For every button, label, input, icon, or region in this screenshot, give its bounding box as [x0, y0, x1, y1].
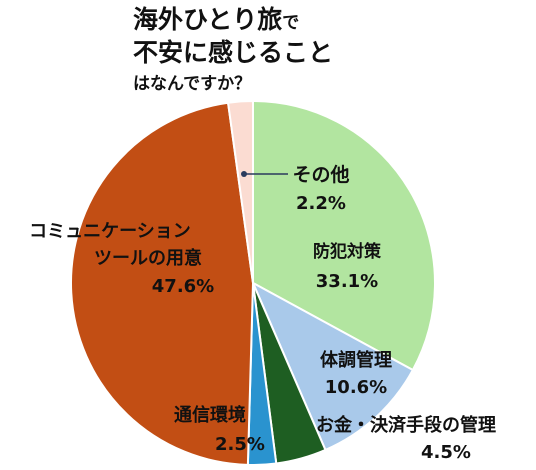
label-comm-value: 47.6% — [152, 276, 214, 297]
label-other-value: 2.2% — [296, 193, 346, 214]
other-leader-dot — [241, 171, 247, 177]
label-bouhan-name: 防犯対策 — [313, 241, 382, 262]
pie-slices — [70, 99, 436, 466]
label-tsuushin-name: 通信環境 — [174, 404, 246, 426]
label-tsuushin-value: 2.5% — [215, 434, 265, 455]
slice-bouhan — [252, 99, 436, 372]
chart-title-line1: 海外ひとり旅で — [133, 5, 299, 34]
chart-title-line2: 不安に感じること — [133, 38, 333, 67]
label-comm-line2: ツールの用意 — [94, 247, 202, 269]
label-taichou-value: 10.6% — [325, 377, 387, 398]
slice-other — [226, 99, 254, 284]
label-okane-value: 4.5% — [421, 442, 471, 463]
slice-communication — [70, 101, 255, 466]
label-bouhan-value: 33.1% — [316, 271, 378, 292]
label-other-name: その他 — [292, 163, 349, 186]
label-okane-name: お金・決済手段の管理 — [316, 414, 496, 436]
label-taichou-name: 体調管理 — [320, 349, 392, 371]
label-comm-line1: コミュニケーション — [29, 221, 191, 242]
chart-title-line3: はなんですか？ — [133, 74, 251, 94]
slice-taichou — [250, 280, 415, 452]
title-line1-main: 海外ひとり旅 — [133, 5, 282, 34]
title-line1-small: で — [282, 13, 299, 33]
